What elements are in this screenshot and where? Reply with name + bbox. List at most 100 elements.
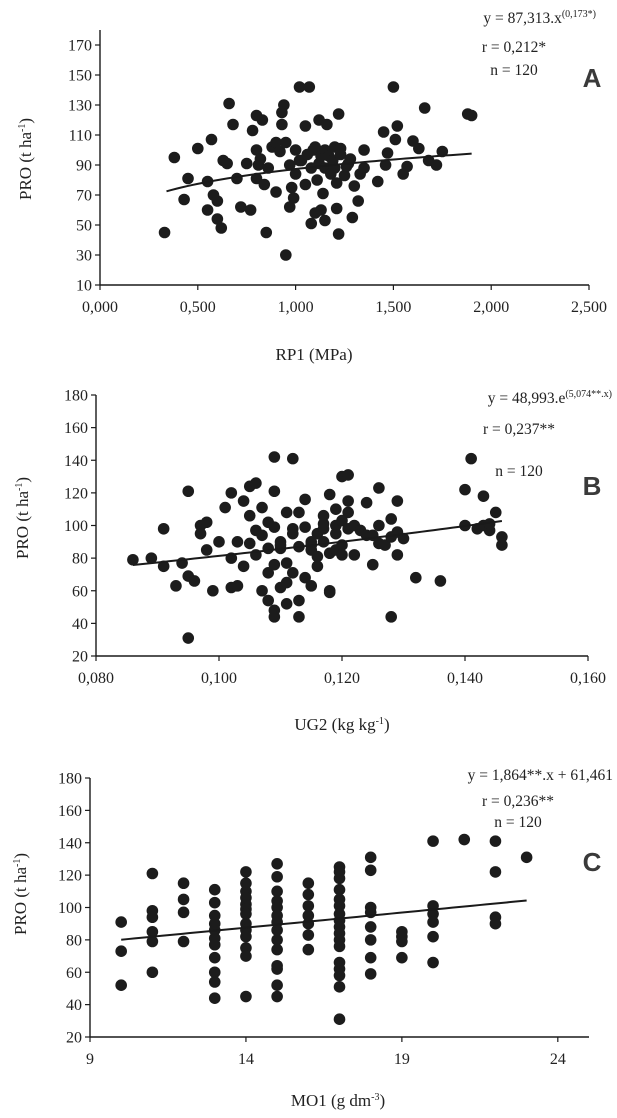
data-point-c: [302, 900, 315, 912]
x-axis-title-b: UG2 (kg kg-1): [294, 715, 389, 734]
data-point-a: [258, 178, 271, 191]
data-point-a: [299, 120, 312, 132]
data-point-a: [389, 133, 402, 146]
data-point-c: [333, 940, 346, 953]
data-point-b: [182, 485, 195, 498]
data-point-b: [385, 513, 398, 525]
data-point-c: [489, 866, 502, 878]
data-point-a: [260, 226, 273, 239]
data-point-c: [271, 934, 283, 946]
data-point-a: [334, 142, 347, 155]
data-point-b: [256, 529, 268, 542]
data-point-b: [268, 558, 281, 571]
data-point-c: [271, 963, 283, 975]
data-point-b: [188, 575, 201, 587]
data-point-b: [287, 452, 299, 465]
y-tick-label-c: 160: [58, 803, 82, 820]
data-point-a: [201, 204, 214, 216]
data-point-c: [240, 877, 252, 890]
data-point-a: [317, 187, 329, 200]
data-point-c: [208, 992, 221, 1004]
data-point-a: [311, 174, 323, 186]
data-point-c: [208, 966, 221, 979]
data-point-b: [317, 536, 330, 548]
y-tick-label-c: 100: [58, 900, 82, 917]
y-tick-label-b: 160: [64, 420, 88, 437]
data-point-b: [287, 522, 299, 535]
data-point-c: [364, 864, 377, 877]
data-point-b: [317, 509, 330, 522]
data-point-c: [115, 945, 127, 958]
trend-line-a: [166, 152, 472, 193]
data-point-a: [211, 195, 224, 207]
n-value-a: n = 120: [490, 62, 538, 79]
data-point-a: [330, 177, 343, 189]
data-point-b: [311, 560, 324, 573]
data-point-b: [293, 594, 305, 607]
n-value-c: n = 120: [494, 814, 542, 831]
data-point-a: [158, 226, 171, 239]
data-point-b: [330, 527, 342, 540]
data-point-c: [427, 956, 439, 969]
data-point-c: [396, 951, 408, 964]
data-point-a: [221, 157, 233, 170]
data-point-b: [243, 509, 256, 522]
data-point-b: [280, 576, 293, 589]
data-point-b: [323, 488, 336, 501]
y-tick-label-c: 180: [58, 771, 82, 788]
y-tick-label-a: 150: [68, 68, 92, 85]
data-point-b: [207, 584, 219, 597]
data-point-b: [391, 495, 404, 507]
data-point-b: [262, 594, 275, 607]
x-tick-label-a: 0,500: [180, 299, 216, 316]
data-point-c: [489, 835, 502, 847]
data-point-a: [299, 178, 312, 191]
data-point-c: [208, 951, 221, 964]
data-point-c: [427, 916, 439, 928]
data-point-b: [237, 560, 250, 573]
data-point-a: [321, 118, 333, 131]
y-tick-label-b: 40: [72, 616, 88, 633]
data-point-b: [262, 567, 275, 579]
data-point-c: [271, 924, 283, 936]
data-point-b: [483, 518, 496, 530]
data-point-a: [289, 168, 302, 180]
data-point-c: [271, 885, 283, 898]
data-point-a: [377, 126, 390, 138]
data-point-b: [250, 477, 262, 489]
data-point-a: [305, 217, 318, 230]
data-point-a: [205, 133, 218, 146]
data-point-c: [240, 942, 252, 954]
data-point-c: [333, 1013, 346, 1025]
data-point-c: [333, 900, 346, 912]
equation-c: y = 1,864**.x + 61,461: [468, 767, 613, 784]
data-point-b: [373, 519, 385, 532]
data-point-b: [256, 501, 268, 514]
data-point-b: [360, 496, 373, 509]
data-point-b: [219, 501, 231, 514]
data-point-a: [309, 141, 321, 153]
y-tick-label-b: 100: [64, 518, 88, 535]
data-point-c: [271, 857, 283, 870]
data-point-a: [332, 108, 345, 120]
data-point-c: [333, 872, 346, 885]
data-point-a: [344, 153, 357, 165]
y-tick-label-a: 90: [76, 158, 92, 175]
data-point-c: [177, 893, 190, 906]
data-point-b: [366, 558, 379, 571]
data-point-b: [305, 580, 318, 592]
x-tick-label-a: 2,500: [571, 299, 607, 316]
panel-label-b: B: [583, 471, 602, 501]
r-value-b: r = 0,237**: [483, 421, 555, 438]
data-point-b: [280, 557, 293, 569]
data-point-a: [391, 120, 404, 132]
data-point-a: [285, 181, 298, 194]
data-point-c: [333, 981, 346, 993]
data-point-c: [240, 990, 252, 1003]
data-point-a: [293, 81, 306, 93]
x-tick-label-b: 0,100: [201, 670, 237, 687]
data-point-c: [177, 906, 190, 919]
data-point-a: [235, 201, 247, 213]
data-point-a: [211, 213, 224, 225]
